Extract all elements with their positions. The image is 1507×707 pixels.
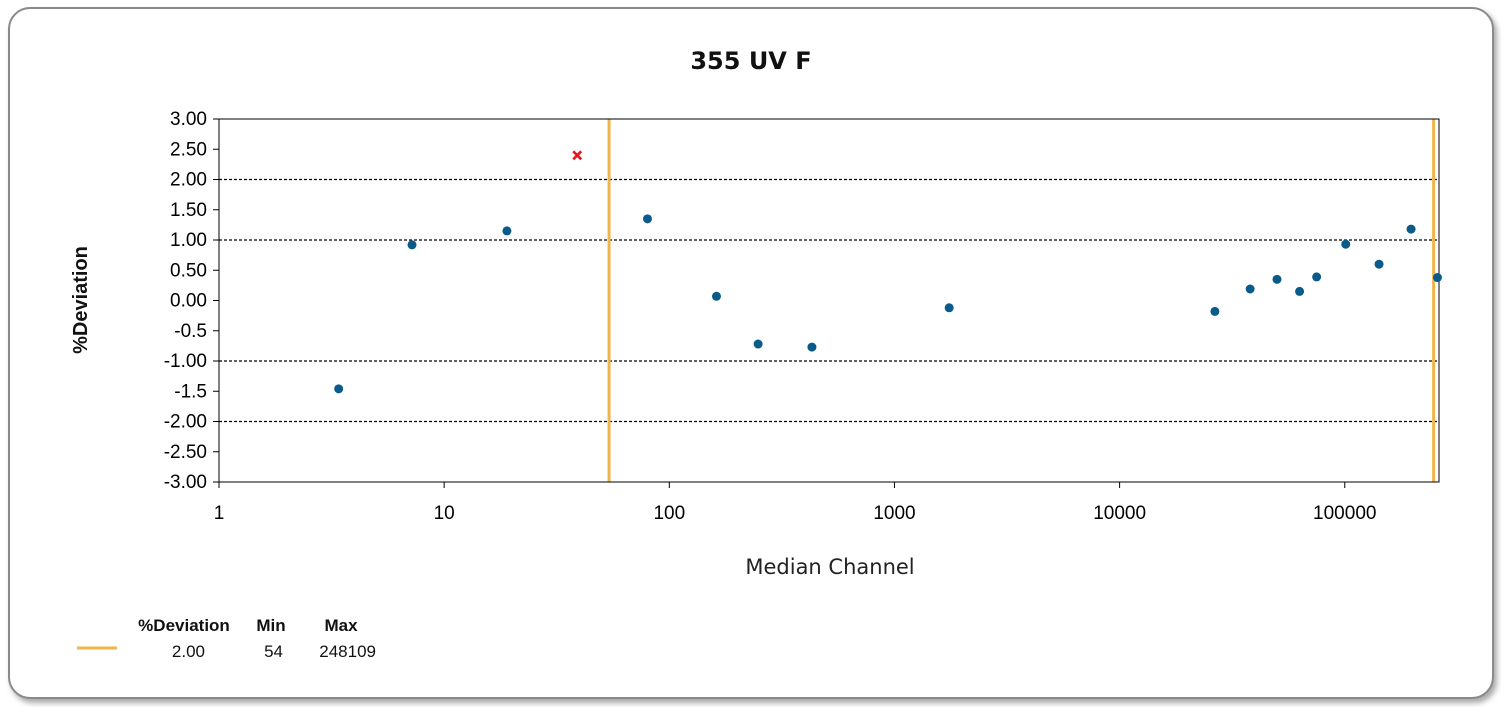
y-tick-label: -2.50 [164, 442, 207, 463]
data-point [1210, 306, 1220, 316]
data-point [1406, 224, 1416, 234]
legend-value-deviation: 2.00 [172, 642, 205, 661]
y-tick-label: 3.00 [170, 109, 207, 130]
data-point [711, 291, 721, 301]
legend-header-min: Min [256, 616, 285, 635]
legend-value-min: 54 [264, 642, 283, 661]
y-axis: 3.00 2.50 2.00 1.50 1.00 0.50 0.00 -0.5 -1.00 -1.… [164, 109, 219, 493]
y-axis-title: %Deviation [70, 246, 92, 354]
range-lines [607, 119, 1436, 482]
data-point [1312, 272, 1322, 282]
legend-header-max: Max [324, 616, 358, 635]
plot-area [218, 118, 1440, 483]
x-tick-label: 10000 [1093, 503, 1146, 524]
x-axis-title: Median Channel [745, 555, 914, 579]
legend-value-max: 248109 [319, 642, 376, 661]
y-tick-label: 1.00 [170, 230, 207, 251]
y-tick-label: 2.00 [170, 170, 207, 191]
outlier-point [572, 150, 583, 161]
y-tick-label: -3.00 [164, 472, 207, 493]
x-tick-label: 100000 [1313, 503, 1376, 524]
y-tick-label: 0.00 [170, 291, 207, 312]
chart-frame [8, 7, 1494, 699]
y-tick-label: 1.50 [170, 200, 207, 221]
x-tick-label: 1 [214, 503, 225, 524]
y-tick-label: 0.50 [170, 260, 207, 281]
y-tick-label: -0.5 [174, 321, 207, 342]
y-tick-label: -2.00 [164, 412, 207, 433]
data-point [1272, 274, 1282, 284]
legend: %Deviation Min Max 2.00 54 248109 [77, 616, 376, 661]
data-point [1295, 286, 1305, 296]
data-point [807, 342, 817, 352]
x-axis: 1 10 100 1000 10000 100000 [214, 482, 1376, 524]
x-tick-label: 10 [434, 503, 455, 524]
data-point [753, 339, 763, 349]
y-tick-label: 2.50 [170, 139, 207, 160]
y-tick-label: -1.5 [174, 381, 207, 402]
data-point [1245, 284, 1255, 294]
x-tick-label: 1000 [873, 503, 915, 524]
data-point [642, 214, 652, 224]
y-tick-label: -1.00 [164, 351, 207, 372]
data-point [502, 226, 512, 236]
data-point [407, 240, 417, 250]
x-tick-label: 100 [653, 503, 685, 524]
data-point [944, 303, 954, 313]
data-point [1341, 239, 1351, 249]
chart-title: 355 UV F [690, 47, 811, 75]
data-points [334, 150, 1442, 394]
data-point [334, 384, 344, 394]
legend-header-deviation: %Deviation [138, 616, 230, 635]
data-point [1374, 259, 1384, 269]
grid-lines [219, 178, 1439, 423]
data-point [1432, 273, 1442, 283]
